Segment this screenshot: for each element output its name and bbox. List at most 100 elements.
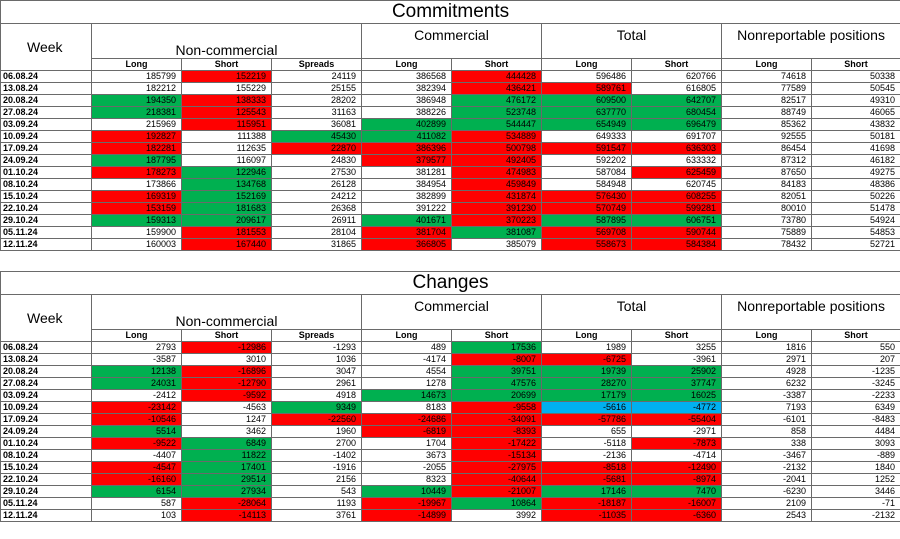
value-cell: 115951	[181, 118, 272, 131]
value-cell: 17179	[541, 389, 632, 402]
table-row: 20.08.24 12138 -16896 3047 4554 39751 19739 259…	[0, 365, 900, 378]
value-cell: 192827	[91, 130, 182, 143]
value-cell: 1036	[271, 353, 362, 366]
value-cell: 431874	[451, 190, 542, 203]
commitments-sub-header-cell: Short	[631, 58, 722, 71]
value-cell: 54924	[810, 214, 900, 227]
table-row: 29.10.24 159313 209617 26911 401671 370223 587…	[0, 214, 900, 227]
value-cell: 155229	[181, 82, 272, 95]
value-cell: 2700	[271, 437, 362, 450]
value-cell: -889	[810, 449, 900, 462]
value-cell: 596486	[541, 70, 632, 83]
commitments-week-header: Week	[0, 23, 92, 71]
value-cell: 24830	[271, 154, 362, 167]
value-cell: 73780	[721, 214, 812, 227]
value-cell: 385079	[451, 238, 542, 251]
value-cell: 25155	[271, 82, 362, 95]
week-cell: 01.10.24	[0, 437, 92, 450]
value-cell: 691707	[631, 130, 722, 143]
value-cell: 87650	[721, 166, 812, 179]
value-cell: 169319	[91, 190, 182, 203]
value-cell: -4714	[631, 449, 722, 462]
value-cell: 584384	[631, 238, 722, 251]
table-row: 05.11.24 159900 181553 28104 381704 381087 569…	[0, 226, 900, 239]
value-cell: 3462	[181, 425, 272, 438]
value-cell: -9522	[91, 437, 182, 450]
value-cell: 27530	[271, 166, 362, 179]
value-cell: 3446	[810, 485, 900, 498]
value-cell: 46065	[810, 106, 900, 119]
changes-table: Changes Week Non-commercial Commercial Total…	[0, 271, 900, 522]
value-cell: 152219	[181, 70, 272, 83]
value-cell: -55404	[631, 413, 722, 426]
value-cell: 587895	[541, 214, 632, 227]
table-row: 22.10.24 153159 181683 26368 391222 391230 570…	[0, 202, 900, 215]
table-row: 08.10.24 173866 134768 26128 384954 459849 584…	[0, 178, 900, 191]
value-cell: 26128	[271, 178, 362, 191]
changes-sub-header-cell: Long	[721, 329, 812, 342]
value-cell: -6230	[721, 485, 812, 498]
table-row: 03.09.24 -2412 -9592 4918 14673 20699 17179 160…	[0, 389, 900, 402]
value-cell: 444428	[451, 70, 542, 83]
commitments-sub-header-cell: Long	[361, 58, 452, 71]
value-cell: 28270	[541, 377, 632, 390]
table-row: 17.09.24 -10546 1247 -22560 -24686 -34091 -577…	[0, 413, 900, 426]
week-cell: 05.11.24	[0, 497, 92, 510]
changes-group-header: Week Non-commercial Commercial Total Nonrepo…	[0, 294, 900, 342]
value-cell: 1989	[541, 341, 632, 354]
table-row: 06.08.24 2793 -12986 -1293 489 17536 1989 3255 1…	[0, 341, 900, 354]
table-row: 01.10.24 -9522 6849 2700 1704 -17422 -5118 -787…	[0, 437, 900, 450]
value-cell: -8007	[451, 353, 542, 366]
value-cell: 181553	[181, 226, 272, 239]
value-cell: 489	[361, 341, 452, 354]
value-cell: 386568	[361, 70, 452, 83]
value-cell: 6349	[810, 401, 900, 414]
table-row: 13.08.24 182212 155229 25155 382394 436421 589…	[0, 82, 900, 95]
week-cell: 12.11.24	[0, 509, 92, 522]
value-cell: -16160	[91, 473, 182, 486]
value-cell: 48386	[810, 178, 900, 191]
value-cell: -2132	[810, 509, 900, 522]
value-cell: 209617	[181, 214, 272, 227]
value-cell: 696479	[631, 118, 722, 131]
table-row: 13.08.24 -3587 3010 1036 -4174 -8007 -6725 -396…	[0, 353, 900, 366]
week-cell: 22.10.24	[0, 202, 92, 215]
changes-sub-header-cell: Long	[541, 329, 632, 342]
table-row: 10.09.24 192827 111388 45430 411082 534889 649…	[0, 130, 900, 143]
value-cell: 492405	[451, 154, 542, 167]
value-cell: 620745	[631, 178, 722, 191]
value-cell: 2109	[721, 497, 812, 510]
value-cell: -40644	[451, 473, 542, 486]
value-cell: 476172	[451, 94, 542, 107]
value-cell: 173866	[91, 178, 182, 191]
value-cell: 1840	[810, 461, 900, 474]
changes-sub-header-cell: Spreads	[271, 329, 362, 342]
value-cell: 25902	[631, 365, 722, 378]
week-cell: 05.11.24	[0, 226, 92, 239]
value-cell: -10546	[91, 413, 182, 426]
value-cell: 49310	[810, 94, 900, 107]
value-cell: -8518	[541, 461, 632, 474]
week-cell: 13.08.24	[0, 82, 92, 95]
value-cell: -6819	[361, 425, 452, 438]
commitments-sub-header-cell: Short	[451, 58, 542, 71]
value-cell: 6849	[181, 437, 272, 450]
value-cell: 523748	[451, 106, 542, 119]
changes-sub-header-cell: Short	[810, 329, 900, 342]
table-row: 10.09.24 -23142 -4563 9349 8183 -9558 -5616 -47…	[0, 401, 900, 414]
value-cell: 637770	[541, 106, 632, 119]
value-cell: -9592	[181, 389, 272, 402]
value-cell: 3010	[181, 353, 272, 366]
commitments-sub-header-cell: Long	[541, 58, 632, 71]
commitments-group-non-commercial: Non-commercial	[91, 23, 362, 59]
week-cell: 27.08.24	[0, 106, 92, 119]
value-cell: -22560	[271, 413, 362, 426]
value-cell: -16896	[181, 365, 272, 378]
value-cell: 587084	[541, 166, 632, 179]
value-cell: -4563	[181, 401, 272, 414]
value-cell: 46182	[810, 154, 900, 167]
value-cell: 160003	[91, 238, 182, 251]
value-cell: 116097	[181, 154, 272, 167]
value-cell: 19739	[541, 365, 632, 378]
value-cell: 80010	[721, 202, 812, 215]
